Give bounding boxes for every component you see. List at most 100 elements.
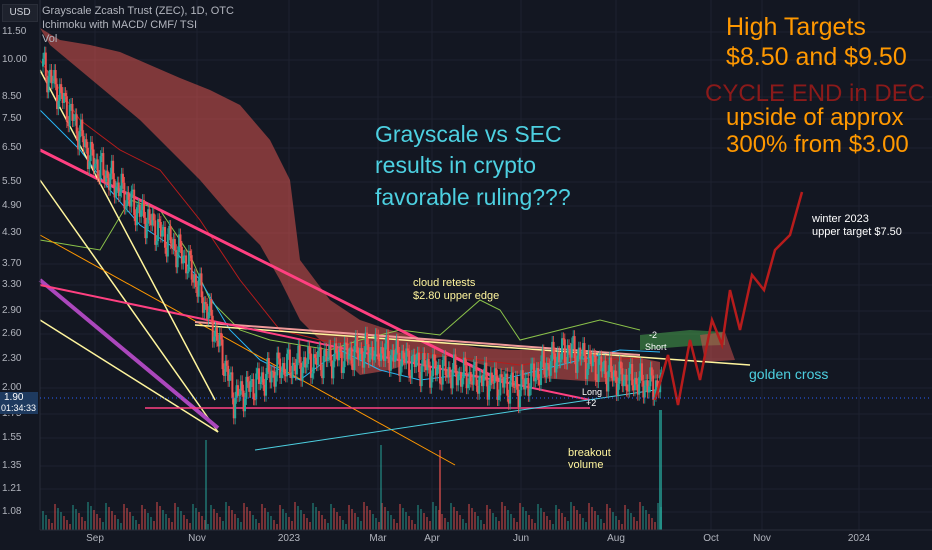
golden-cross-label: golden cross: [749, 366, 829, 382]
volume-bar: [603, 523, 605, 530]
candle-body: [105, 170, 108, 182]
candle-body: [189, 250, 192, 256]
candle-body: [371, 346, 374, 361]
candle-body: [523, 379, 526, 390]
upside-label: upside of approx: [726, 104, 904, 131]
candle-body: [422, 353, 425, 366]
symbol-legend[interactable]: Grayscale Zcash Trust (ZEC), 1D, OTC: [42, 5, 234, 17]
candle-body: [546, 363, 549, 365]
candle-body: [558, 352, 561, 363]
candle-body: [497, 395, 500, 400]
volume-bar: [570, 502, 572, 530]
candle-body: [119, 191, 122, 197]
candle-body: [586, 368, 589, 380]
candle-body: [218, 332, 221, 347]
candle-body: [419, 372, 422, 387]
currency-button[interactable]: USD: [2, 4, 38, 22]
time-tick-label: Sep: [86, 533, 104, 544]
candle-body: [142, 200, 145, 218]
volume-bar: [120, 523, 122, 530]
candle-body: [162, 226, 165, 231]
candle-body: [117, 182, 120, 197]
candle-body: [413, 354, 416, 368]
candle-body: [164, 226, 167, 248]
candle-body: [507, 395, 510, 404]
candle-body: [608, 357, 611, 372]
candle-body: [106, 170, 109, 178]
volume-bar: [291, 521, 293, 530]
candle-body: [336, 352, 339, 361]
candle-body: [535, 367, 538, 378]
volume-bar: [81, 517, 83, 530]
volume-bar: [330, 504, 332, 530]
candle-body: [71, 103, 74, 121]
candle-body: [154, 220, 157, 245]
candle-body: [312, 354, 315, 374]
volume-bar: [366, 506, 368, 530]
candle-body: [591, 354, 594, 367]
candle-body: [401, 350, 404, 367]
candle-body: [199, 273, 202, 280]
candle-body: [589, 350, 592, 359]
candle-body: [43, 52, 46, 59]
price-tick-label: 2.30: [2, 353, 22, 364]
candle-body: [263, 384, 266, 396]
volume-bar: [360, 521, 362, 530]
candle-body: [450, 377, 453, 389]
volume-bar: [573, 506, 575, 530]
volume-bar: [495, 517, 497, 530]
grayscale-note-2: results in crypto: [375, 152, 537, 178]
volume-bar: [126, 508, 128, 530]
candle-body: [89, 141, 92, 162]
volume-bar: [282, 509, 284, 530]
volume-bar: [486, 505, 488, 530]
candle-body: [361, 353, 364, 368]
candle-body: [366, 332, 369, 345]
candle-body: [357, 353, 360, 360]
volume-bar-spike: [439, 450, 441, 530]
candle-body: [561, 338, 564, 360]
candle-body: [582, 343, 585, 357]
volume-bar: [633, 517, 635, 530]
candle-body: [551, 341, 554, 362]
candle-body: [563, 339, 566, 363]
candle-body: [454, 354, 457, 371]
grayscale-note-3: favorable ruling???: [375, 184, 571, 210]
volume-bar: [477, 516, 479, 530]
volume-bar: [621, 524, 623, 530]
candle-body: [325, 348, 328, 362]
volume-bar: [240, 522, 242, 530]
candle-body: [545, 363, 548, 377]
candle-body: [46, 75, 49, 93]
candle-body: [311, 373, 314, 378]
volume-bar: [384, 507, 386, 530]
volume-bar: [630, 513, 632, 530]
breakout-label-1: breakout: [568, 447, 611, 459]
volume-bar: [354, 513, 356, 530]
candle-body: [391, 350, 394, 356]
candle-body: [288, 349, 291, 372]
candle-body: [552, 341, 555, 354]
candle-body: [84, 139, 87, 148]
candle-body: [472, 365, 475, 385]
candle-body: [548, 364, 551, 376]
candle-body: [133, 189, 136, 216]
candle-body: [225, 360, 228, 366]
candle-body: [382, 353, 385, 362]
candle-body: [127, 192, 130, 200]
candle-body: [525, 378, 528, 380]
candle-body: [220, 332, 223, 340]
volume-bar: [63, 516, 65, 530]
candle-body: [604, 360, 607, 379]
volume-bar: [255, 519, 257, 530]
candle-body: [280, 372, 283, 378]
trend-line: [39, 179, 219, 433]
candle-body: [380, 347, 383, 361]
volume-bar: [318, 511, 320, 530]
volume-legend[interactable]: Vol: [42, 33, 58, 45]
candle-body: [424, 366, 427, 371]
volume-bar: [657, 503, 659, 530]
candle-body: [646, 380, 649, 393]
indicator-legend[interactable]: Ichimoku with MACD/ CMF/ TSI: [42, 19, 198, 31]
